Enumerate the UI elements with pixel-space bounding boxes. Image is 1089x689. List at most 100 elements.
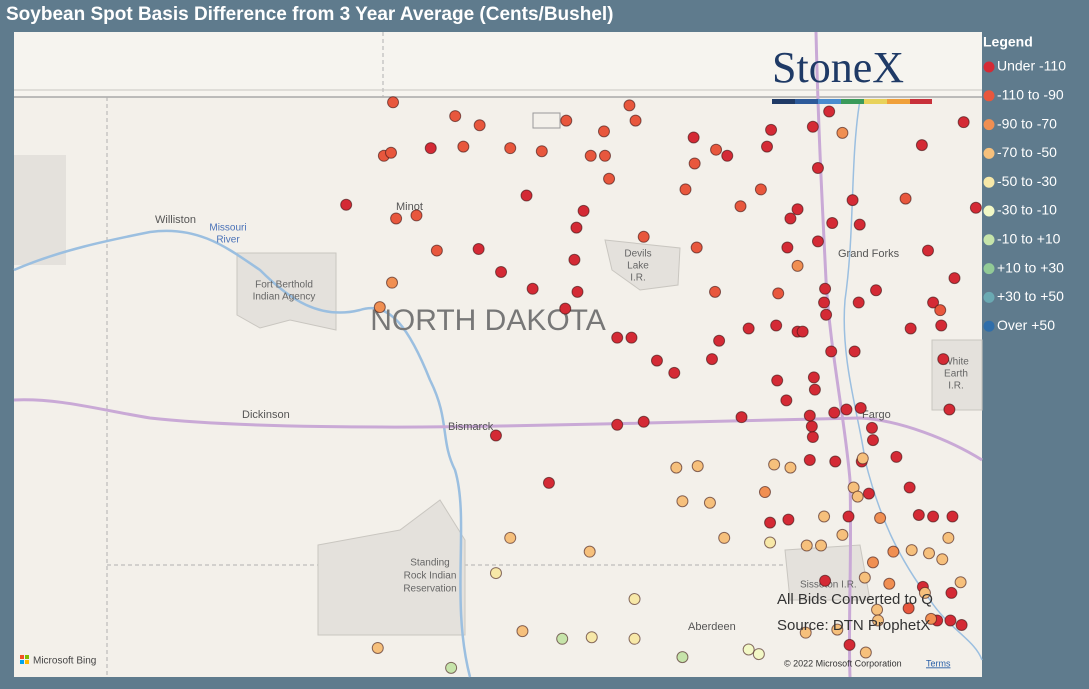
point xyxy=(811,162,824,175)
point xyxy=(516,625,529,638)
point xyxy=(937,353,950,366)
point xyxy=(628,632,641,645)
point xyxy=(761,140,774,153)
point xyxy=(504,142,517,155)
point xyxy=(781,241,794,254)
point xyxy=(611,331,624,344)
bing-logo xyxy=(25,660,29,664)
place-label: Grand Forks xyxy=(838,248,900,260)
legend-label: Under -110 xyxy=(997,58,1066,74)
logo-bar xyxy=(864,99,887,104)
point xyxy=(823,105,836,118)
point xyxy=(495,265,508,278)
point xyxy=(836,126,849,139)
point xyxy=(923,547,936,560)
point xyxy=(754,183,767,196)
point xyxy=(945,586,958,599)
legend-swatch xyxy=(983,147,995,159)
point xyxy=(942,531,955,544)
point xyxy=(807,371,820,384)
point xyxy=(703,496,716,509)
point xyxy=(887,545,900,558)
point xyxy=(791,259,804,272)
legend-swatch xyxy=(983,234,995,246)
point xyxy=(679,183,692,196)
point xyxy=(815,539,828,552)
point xyxy=(883,577,896,590)
point xyxy=(874,512,887,525)
point xyxy=(784,461,797,474)
legend-swatch xyxy=(983,205,995,217)
place-label: Aberdeen xyxy=(688,621,736,633)
point xyxy=(625,331,638,344)
bing-logo xyxy=(25,655,29,659)
river xyxy=(13,229,472,678)
point xyxy=(628,593,641,606)
point xyxy=(668,366,681,379)
point xyxy=(858,571,871,584)
attribution-text: Microsoft Bing xyxy=(33,656,96,667)
point xyxy=(808,383,821,396)
point xyxy=(721,149,734,162)
point xyxy=(859,646,872,659)
point xyxy=(825,345,838,358)
logo: StoneX xyxy=(772,43,932,104)
point xyxy=(445,661,458,674)
point xyxy=(843,638,856,651)
point xyxy=(799,626,812,639)
point xyxy=(935,319,948,332)
point xyxy=(791,203,804,216)
point xyxy=(904,322,917,335)
point xyxy=(842,510,855,523)
point xyxy=(899,192,912,205)
legend-label: Over +50 xyxy=(997,317,1055,333)
legend-label: -110 to -90 xyxy=(997,87,1064,103)
point xyxy=(800,539,813,552)
point xyxy=(713,334,726,347)
place-label: Earth xyxy=(944,369,968,380)
legend-swatch xyxy=(983,90,995,102)
point xyxy=(912,508,925,521)
legend-swatch xyxy=(983,320,995,332)
point xyxy=(771,374,784,387)
point xyxy=(957,116,970,129)
point xyxy=(927,296,940,309)
point xyxy=(828,406,841,419)
point xyxy=(597,125,610,138)
place-label: Bismarck xyxy=(448,421,494,433)
legend-swatch xyxy=(983,291,995,303)
logo-text: StoneX xyxy=(772,43,904,92)
point xyxy=(805,420,818,433)
point xyxy=(780,394,793,407)
logo-bar xyxy=(795,99,818,104)
legend-swatch xyxy=(983,263,995,275)
bing-logo xyxy=(20,655,24,659)
point xyxy=(373,301,386,314)
legend-label: -70 to -50 xyxy=(997,144,1057,160)
point xyxy=(340,198,353,211)
point xyxy=(687,131,700,144)
place-label: Fort Berthold xyxy=(255,280,313,291)
point xyxy=(371,641,384,654)
point xyxy=(611,418,624,431)
point xyxy=(752,648,765,661)
logo-bar xyxy=(910,99,932,104)
place-label: Standing xyxy=(410,558,449,569)
terms-link[interactable]: Terms xyxy=(926,658,951,668)
point xyxy=(556,632,569,645)
logo-bar xyxy=(772,99,795,104)
point xyxy=(803,409,816,422)
point xyxy=(385,146,398,159)
point xyxy=(742,322,755,335)
bing-logo xyxy=(20,660,24,664)
legend-label: +30 to +50 xyxy=(997,288,1064,304)
point xyxy=(819,574,832,587)
point xyxy=(629,114,642,127)
point xyxy=(489,429,502,442)
chart-title: Soybean Spot Basis Difference from 3 Yea… xyxy=(6,4,614,25)
point xyxy=(387,96,400,109)
point xyxy=(955,619,968,632)
point xyxy=(472,243,485,256)
